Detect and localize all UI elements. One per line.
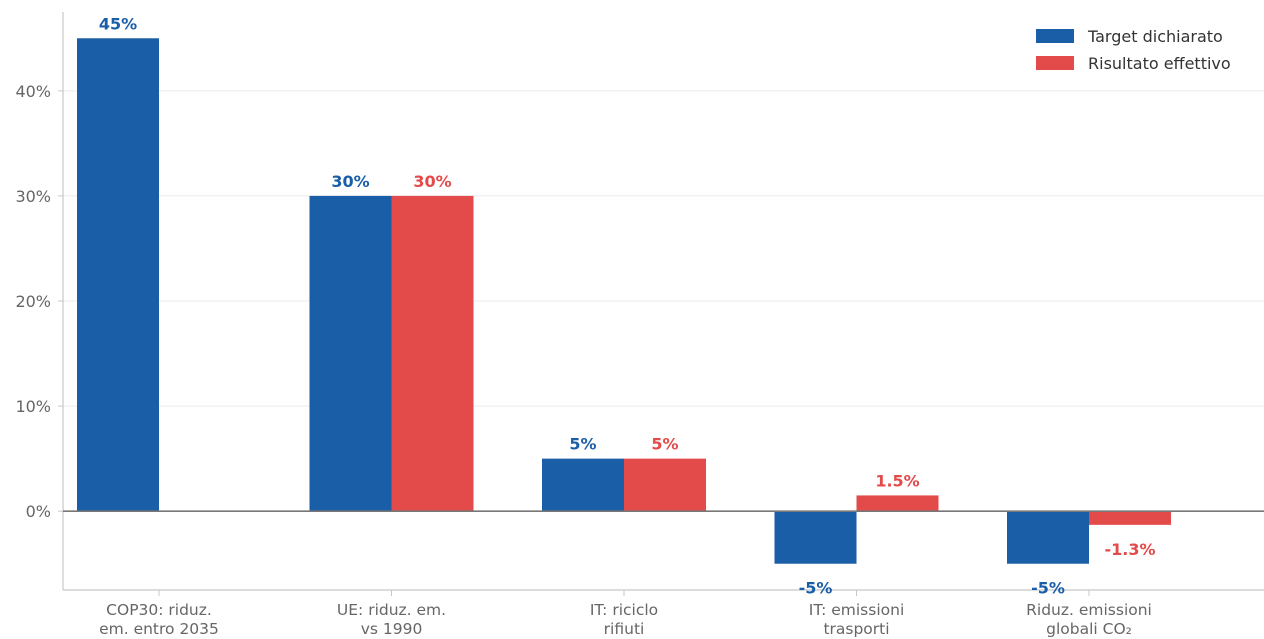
data-label: 30% bbox=[331, 172, 369, 191]
data-label: 45% bbox=[99, 14, 137, 33]
y-tick-label: 20% bbox=[15, 292, 51, 311]
bar-actual bbox=[856, 495, 939, 512]
bar-target bbox=[1007, 511, 1089, 564]
y-tick-label: 30% bbox=[15, 187, 51, 206]
legend-label: Target dichiarato bbox=[1087, 27, 1223, 46]
bar-target bbox=[774, 511, 857, 564]
bar-target bbox=[77, 38, 159, 512]
x-tick-label: IT: emissioni bbox=[809, 601, 905, 619]
y-tick-label: 10% bbox=[15, 397, 51, 416]
bar-actual bbox=[624, 458, 706, 512]
data-label: -5% bbox=[799, 579, 833, 598]
data-label: -5% bbox=[1031, 579, 1065, 598]
bar-target bbox=[542, 458, 624, 512]
x-tick-label: trasporti bbox=[823, 620, 889, 638]
x-tick-label: Riduz. emissioni bbox=[1026, 601, 1152, 619]
x-tick-label: globali CO₂ bbox=[1046, 620, 1132, 638]
x-tick-label: IT: riciclo bbox=[590, 601, 658, 619]
bar-actual bbox=[1089, 511, 1171, 525]
bar-target bbox=[309, 195, 392, 512]
data-label: 5% bbox=[569, 435, 596, 454]
data-label: 30% bbox=[413, 172, 451, 191]
x-tick-label: em. entro 2035 bbox=[99, 620, 219, 638]
data-label: -1.3% bbox=[1104, 540, 1155, 559]
data-label: 1.5% bbox=[875, 471, 919, 490]
x-tick-label: COP30: riduz. bbox=[106, 601, 212, 619]
bar-actual bbox=[391, 195, 474, 512]
legend-swatch bbox=[1036, 56, 1074, 70]
x-tick-label: UE: riduz. em. bbox=[337, 601, 446, 619]
y-tick-label: 0% bbox=[26, 502, 51, 521]
x-tick-label: vs 1990 bbox=[361, 620, 423, 638]
legend-swatch bbox=[1036, 29, 1074, 43]
legend-label: Risultato effettivo bbox=[1088, 54, 1231, 73]
x-tick-label: rifiuti bbox=[604, 620, 645, 638]
y-tick-label: 40% bbox=[15, 82, 51, 101]
data-label: 5% bbox=[651, 435, 678, 454]
